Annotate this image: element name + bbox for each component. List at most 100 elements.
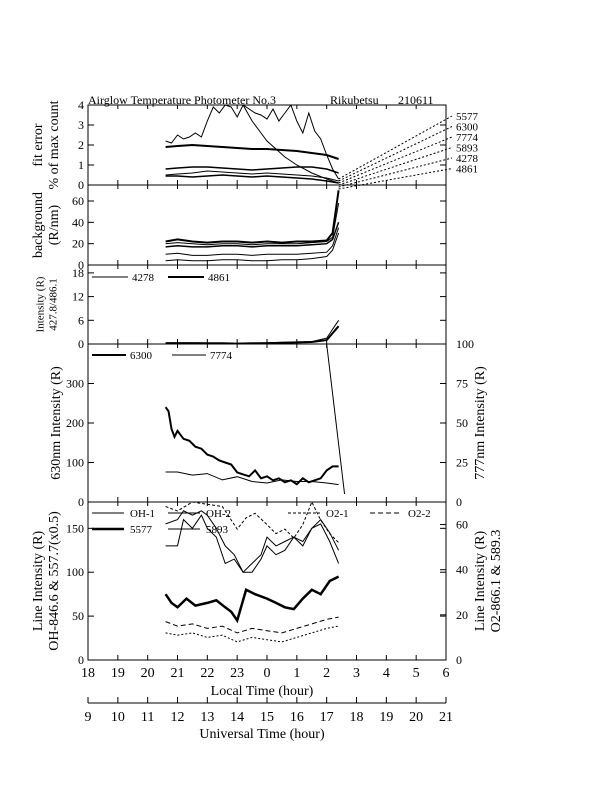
ut-tick-label: 14 [230,710,244,725]
y-tick-label: 150 [66,521,84,535]
y-axis-label: (R/nm) [47,204,62,245]
legend-label-6300: 6300 [130,350,153,362]
figure-site: Rikubetsu [330,93,379,107]
y-tick-label: 50 [72,609,84,623]
right-label-7774: 7774 [456,132,479,144]
legend-label-oh-1: OH-1 [130,508,155,520]
legend-label-5577: 5577 [130,524,153,536]
y2-tick-label: 0 [456,495,462,509]
figure-title: Airglow Temperature Photometer No.3 [88,93,276,107]
local-tick-label: 3 [353,666,360,681]
y-tick-label: 12 [72,290,84,304]
local-tick-label: 20 [141,666,155,681]
y-axis-label: OH-846.6 & 557.7(x0.5) [47,511,62,651]
legend-label-5893: 5893 [206,524,229,536]
y-tick-label: 0 [78,178,84,192]
y2-tick-label: 40 [456,563,468,577]
y-tick-label: 100 [66,565,84,579]
ut-tick-label: 20 [409,710,423,725]
right-label-6300: 6300 [456,122,479,134]
y-axis-label: 630nm Intensity (R) [49,366,64,480]
local-tick-label: 5 [413,666,420,681]
y-tick-label: 60 [72,194,84,208]
local-tick-label: 6 [443,666,450,681]
y-tick-label: 2 [78,138,84,152]
ut-tick-label: 21 [439,710,453,725]
y-tick-label: 3 [78,118,84,132]
y2-axis-label: Line Intensity (R) [473,531,488,632]
label-leader [338,157,453,188]
legend-label-4278: 4278 [132,272,155,284]
ut-tick-label: 19 [379,710,393,725]
y-tick-label: 100 [66,456,84,470]
right-label-4278: 4278 [456,153,479,165]
local-tick-label: 21 [171,666,185,681]
series-4861 [165,325,340,344]
series-7774 [165,471,339,486]
right-label-5893: 5893 [456,143,479,155]
local-tick-label: 2 [323,666,330,681]
label-leader [338,136,453,184]
panel-ratio: 0 6 12 18 Intensity (R) 427.8/486.1 4278 4861 [35,264,447,351]
universal-time-axis: 9 10 11 12 13 14 15 16 17 18 19 20 21 [85,697,453,725]
ut-tick-label: 10 [111,710,125,725]
y-tick-label: 1 [78,158,84,172]
panel-frame [87,343,447,503]
series-4861 [165,174,339,184]
label-leader [338,126,453,182]
local-tick-label: 0 [264,666,271,681]
y2-tick-label: 60 [456,518,468,532]
legend-label-4861: 4861 [208,272,230,284]
local-tick-label: 22 [200,666,214,681]
panel-fit-error: 0 1 2 3 4 fit error% of max count 557763007774… [31,98,479,192]
series-5893 [165,222,340,248]
legend-label-oh-2: OH-2 [206,508,231,520]
series-6300 [165,143,339,160]
y-tick-label: 18 [72,266,84,280]
series-5893 [165,166,339,174]
local-time-axis: 18 19 20 21 22 23 0 1 2 3 4 5 6 [81,666,450,681]
series-4861 [165,232,340,262]
series-5577 [165,105,340,180]
y-tick-label: 0 [78,495,84,509]
ut-tick-label: 17 [320,710,334,725]
series-6300 [164,406,339,486]
local-tick-label: 1 [293,666,300,681]
y-tick-label: 20 [72,237,84,251]
series-oh-2 [165,510,340,573]
local-tick-label: 18 [81,666,95,681]
artefact-line [326,343,346,495]
series-5577 [164,575,340,624]
series-7774 [242,105,339,184]
legend-label-o2-2: O2-2 [408,508,431,520]
ut-tick-label: 11 [141,710,154,725]
y2-tick-label: 20 [456,608,468,622]
universal-time-axis-label: Universal Time (hour) [199,727,325,742]
figure-date: 210611 [398,93,434,107]
y-axis-label: 427.8/486.1 [48,278,60,331]
y-axis-label: Intensity (R) [35,276,47,332]
y-axis-label: background [31,192,46,258]
series-4278 [165,170,339,182]
ut-tick-label: 16 [290,710,304,725]
y2-tick-label: 100 [456,337,474,351]
legend-label-o2-1: O2-1 [326,508,349,520]
series-5893 [165,625,339,643]
ut-tick-label: 12 [171,710,185,725]
y2-tick-label: 50 [456,416,468,430]
local-tick-label: 19 [111,666,125,681]
y-tick-label: 4 [78,98,84,112]
y-tick-label: 6 [78,313,84,327]
local-tick-label: 4 [383,666,390,681]
series-oh-1 [165,514,340,573]
right-label-5577: 5577 [456,111,479,123]
y-tick-label: 200 [66,416,84,430]
y-axis-label: Line Intensity (R) [31,531,46,632]
ut-tick-label: 15 [260,710,274,725]
label-leader [338,147,453,186]
label-leader [338,168,453,190]
local-time-axis-label: Local Time (hour) [211,684,314,699]
